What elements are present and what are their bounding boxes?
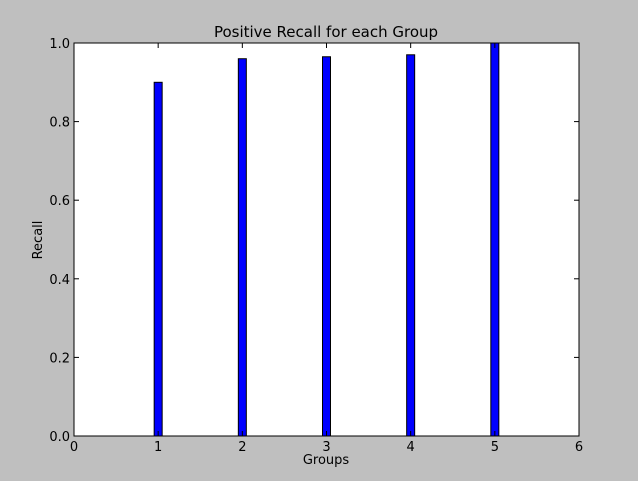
bar-group-5 bbox=[490, 42, 500, 437]
x-tick-label: 0 bbox=[70, 440, 78, 455]
bar-group-2 bbox=[237, 58, 247, 437]
chart-title: Positive Recall for each Group bbox=[214, 23, 438, 41]
y-tick-label: 0.6 bbox=[49, 194, 70, 209]
bar-group-4 bbox=[406, 54, 416, 437]
bar-group-1 bbox=[153, 81, 163, 437]
x-tick-label: 2 bbox=[238, 440, 246, 455]
x-tick-label: 6 bbox=[575, 440, 583, 455]
y-tick-label: 1.0 bbox=[49, 37, 70, 52]
x-tick-label: 1 bbox=[154, 440, 162, 455]
plot-frame bbox=[73, 42, 580, 437]
x-tick-label: 5 bbox=[491, 440, 499, 455]
x-axis-label: Groups bbox=[303, 453, 350, 468]
x-tick-label: 3 bbox=[322, 440, 330, 455]
y-tick-label: 0.0 bbox=[49, 430, 70, 445]
bar-group-3 bbox=[322, 56, 331, 437]
y-tick-label: 0.4 bbox=[49, 273, 70, 288]
ticks-group: 0 1 2 3 4 5 6 0.0 0.2 0.4 0.6 0.8 1.0 bbox=[49, 37, 583, 455]
x-tick-label: 4 bbox=[407, 440, 415, 455]
y-axis-label: Recall bbox=[31, 221, 46, 260]
y-tick-label: 0.2 bbox=[49, 351, 70, 366]
y-tick-label: 0.8 bbox=[49, 116, 70, 131]
